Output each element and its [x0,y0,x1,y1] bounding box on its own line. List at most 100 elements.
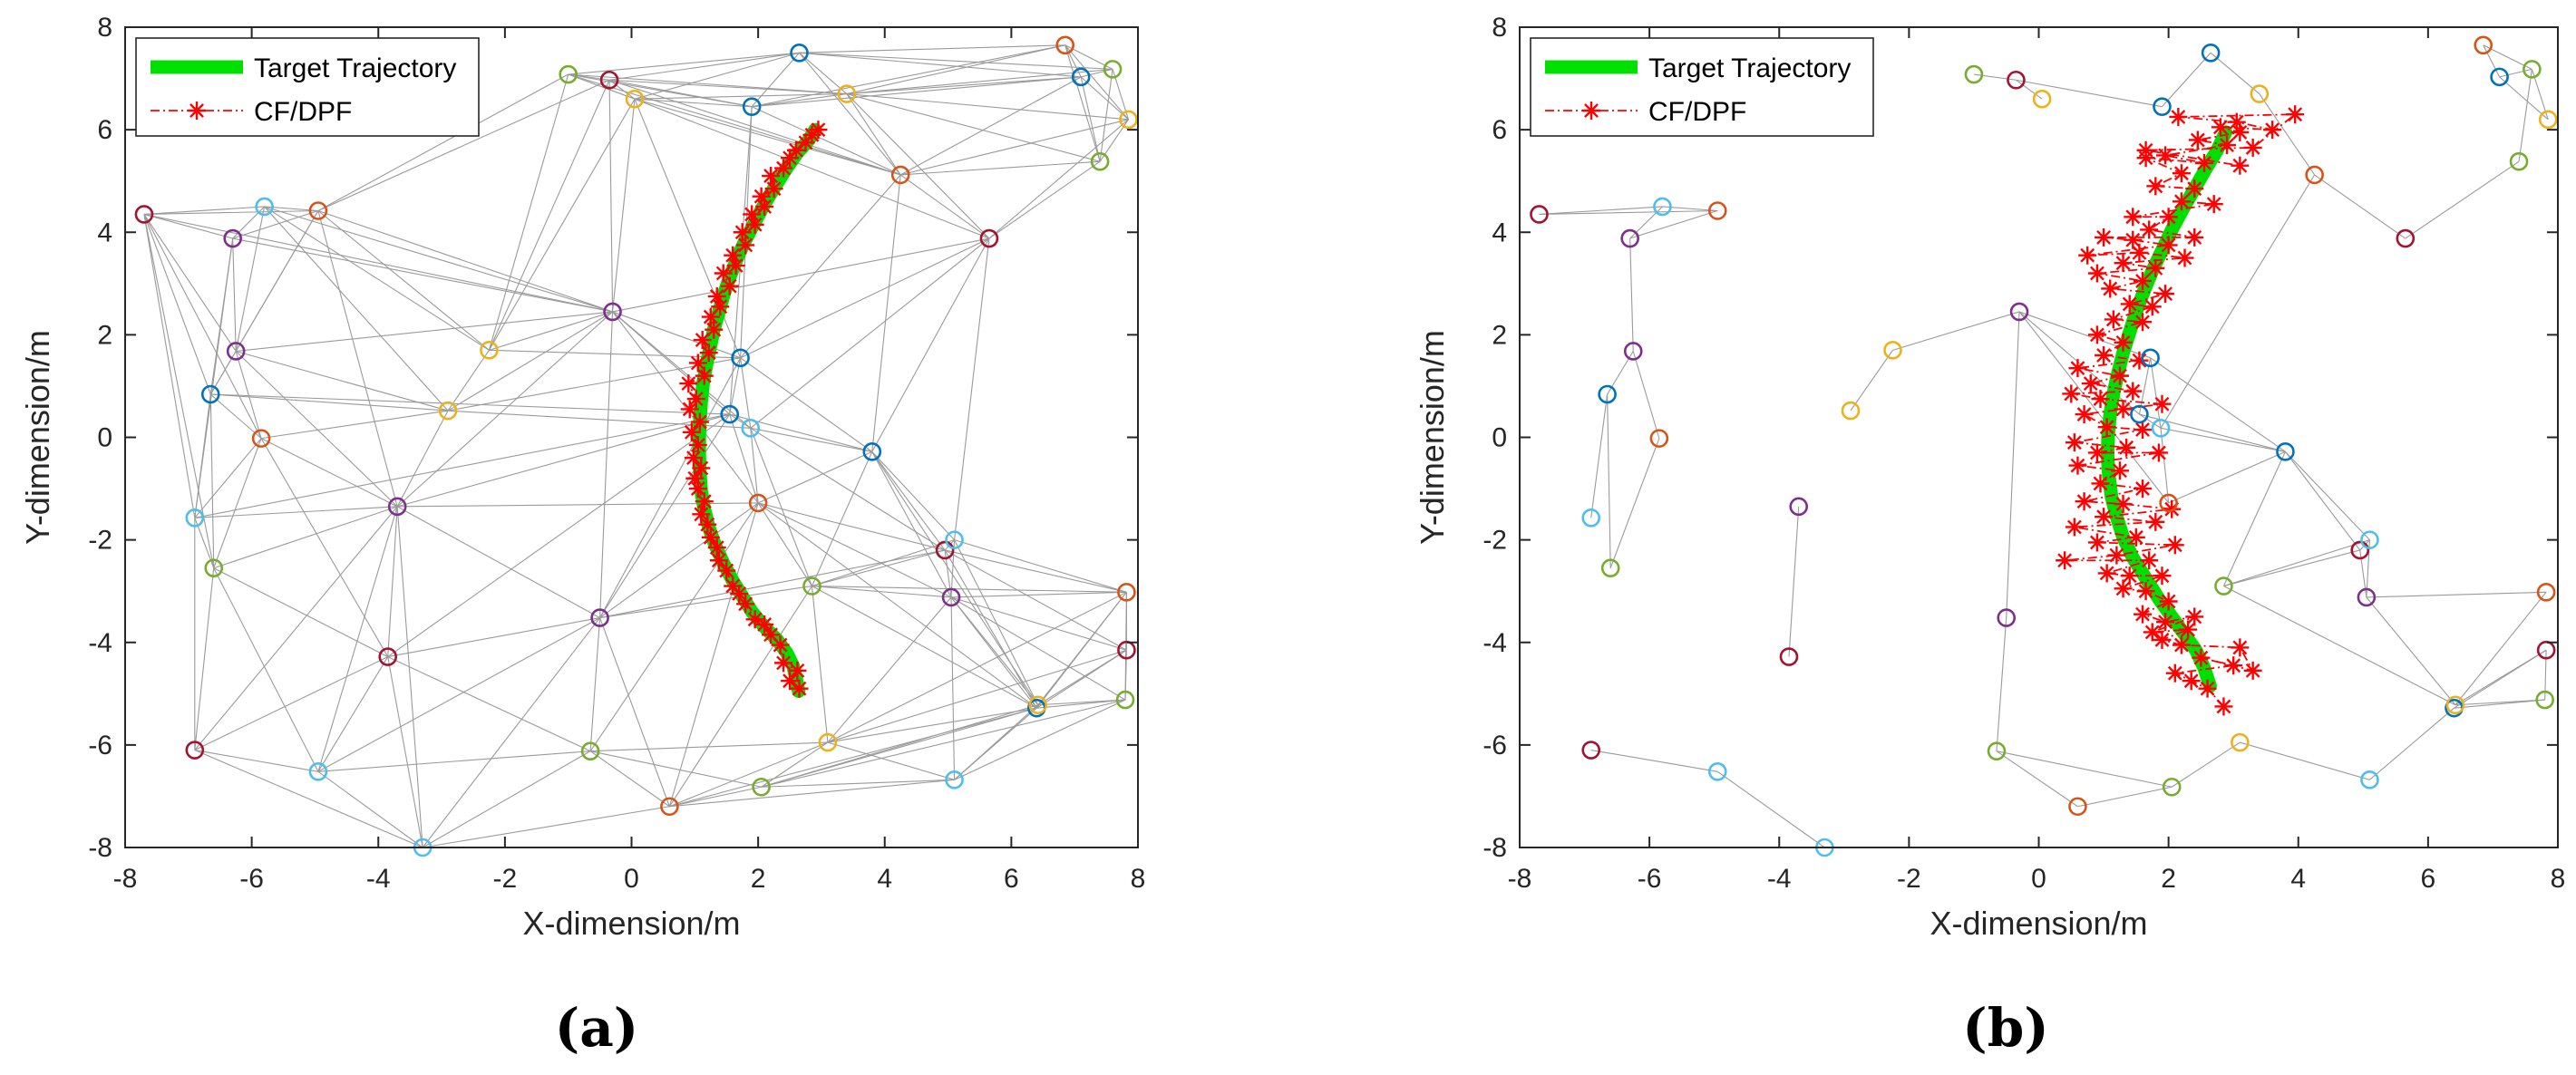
sensor-node [1598,384,1617,404]
link [799,52,848,94]
link [396,311,613,508]
link [396,410,449,508]
link [608,79,753,108]
estimate-marker [2075,492,2094,511]
estimate-marker [2159,236,2178,255]
y-tick-label: -4 [1482,628,1507,658]
estimate-marker [2165,663,2184,683]
sensor-node [1581,508,1601,528]
estimate-marker [2185,228,2204,247]
estimate-marker [745,610,764,629]
sensor-node [1987,741,2007,760]
legend-label-target-trajectory: Target Trajectory [1648,53,1851,83]
estimate-marker [2114,495,2133,514]
estimate-marker [2134,313,2152,332]
link [761,699,1126,788]
link [213,506,398,569]
link [1629,209,1718,239]
link [761,741,829,788]
estimate-marker [774,654,793,673]
link [750,237,990,429]
link [2150,357,2286,452]
x-tick-label: 4 [877,864,892,894]
sensor-node [2009,302,2029,322]
link [609,79,847,95]
link [143,214,211,395]
x-tick-label: -6 [1638,864,1662,894]
estimate-marker [695,366,714,385]
estimate-marker [2091,390,2110,409]
link [210,393,730,415]
link [1716,770,1825,848]
link [2454,649,2547,706]
estimate-marker [2068,456,2087,475]
link [2171,741,2241,788]
link [1080,76,1101,162]
link [194,506,398,751]
estimate-marker [2243,138,2262,157]
link [827,596,952,743]
link [954,539,1127,593]
link [568,73,847,95]
link [761,704,1038,788]
estimate-marker [2159,208,2178,227]
sensor-node [2509,151,2529,171]
legend-box [1530,37,1874,137]
x-tick-label: -4 [1767,864,1792,894]
sensor-node [890,165,910,185]
estimate-marker [2192,648,2211,667]
estimate-marker [743,205,762,224]
estimate-marker [2153,567,2172,586]
sensor-node [1649,429,1669,448]
link [317,210,490,351]
estimate-marker [692,459,711,478]
sensor-node [748,493,768,513]
sensor-node [2250,84,2270,103]
link [317,617,600,772]
estimate-marker [2140,220,2159,239]
link [599,413,731,618]
link [729,413,759,504]
sensor-node [223,228,242,248]
estimate-marker [2110,366,2129,385]
sensor-node [2159,493,2178,513]
estimate-marker [2156,146,2175,165]
link [811,451,873,586]
sensor-node [1997,608,2017,627]
x-axis-label: X-dimension/m [1930,905,2147,942]
link [260,438,398,508]
estimate-marker [2211,118,2230,137]
estimate-marker [2218,136,2237,155]
sensor-node [2536,640,2556,660]
estimate-marker [2114,333,2133,352]
estimate-marker [690,412,709,431]
estimate-marker [2194,153,2213,172]
link [740,357,752,429]
link [954,539,1039,706]
estimate-marker [781,672,800,691]
link [387,617,600,658]
y-tick-label: -4 [88,628,112,658]
sensor-node [2153,97,2172,116]
link [422,751,591,848]
sensor-node [2305,165,2324,185]
estimate-marker [733,223,752,242]
x-tick-label: 8 [2551,864,2566,894]
link [669,741,829,808]
estimate-marker [709,551,728,570]
estimate-marker [2065,433,2084,452]
link [396,506,423,848]
link [1064,44,1129,121]
estimate-marker [2172,635,2191,654]
link [1590,393,1609,518]
estimate-markers [2056,105,2305,716]
link [846,76,1082,95]
estimate-marker [2143,623,2162,642]
sensor-node [2360,530,2379,549]
estimate-marker [685,469,705,488]
link [232,237,613,313]
x-tick-label: -2 [493,864,518,894]
estimate-marker [2172,192,2191,211]
link [799,52,901,176]
sensor-node [1119,110,1138,130]
